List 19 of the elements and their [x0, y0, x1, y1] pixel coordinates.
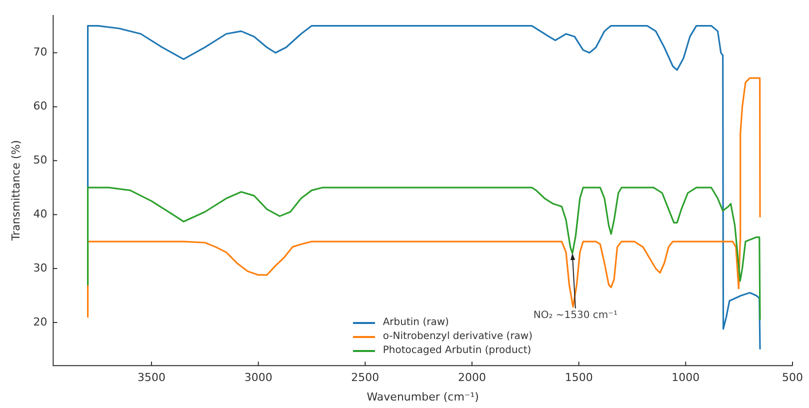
y-axis-title: Transmittance (%) [9, 140, 22, 242]
y-tick-label: 50 [33, 153, 48, 166]
y-tick-label: 40 [33, 207, 48, 220]
legend-label: Arbutin (raw) [382, 316, 449, 330]
x-tick-label: 3000 [244, 371, 272, 384]
x-tick-label: 1000 [672, 371, 700, 384]
legend-label: Photocaged Arbutin (product) [382, 344, 532, 358]
x-tick-label: 1500 [564, 371, 593, 384]
x-tick-label: 500 [782, 371, 803, 384]
x-axis-title: Wavenumber (cm⁻¹) [366, 390, 479, 404]
y-tick-label: 20 [33, 315, 48, 328]
x-tick-label: 2000 [458, 371, 486, 384]
y-tick-label: 60 [33, 100, 48, 113]
x-tick-label: 3500 [137, 371, 166, 384]
annotation: NO₂ ~1530 cm⁻¹ [533, 310, 618, 321]
y-tick-label: 30 [33, 261, 48, 274]
legend-label: o-Nitrobenzyl derivative (raw) [382, 330, 533, 344]
y-tick-label: 70 [33, 46, 48, 59]
x-tick-label: 2500 [351, 371, 380, 384]
